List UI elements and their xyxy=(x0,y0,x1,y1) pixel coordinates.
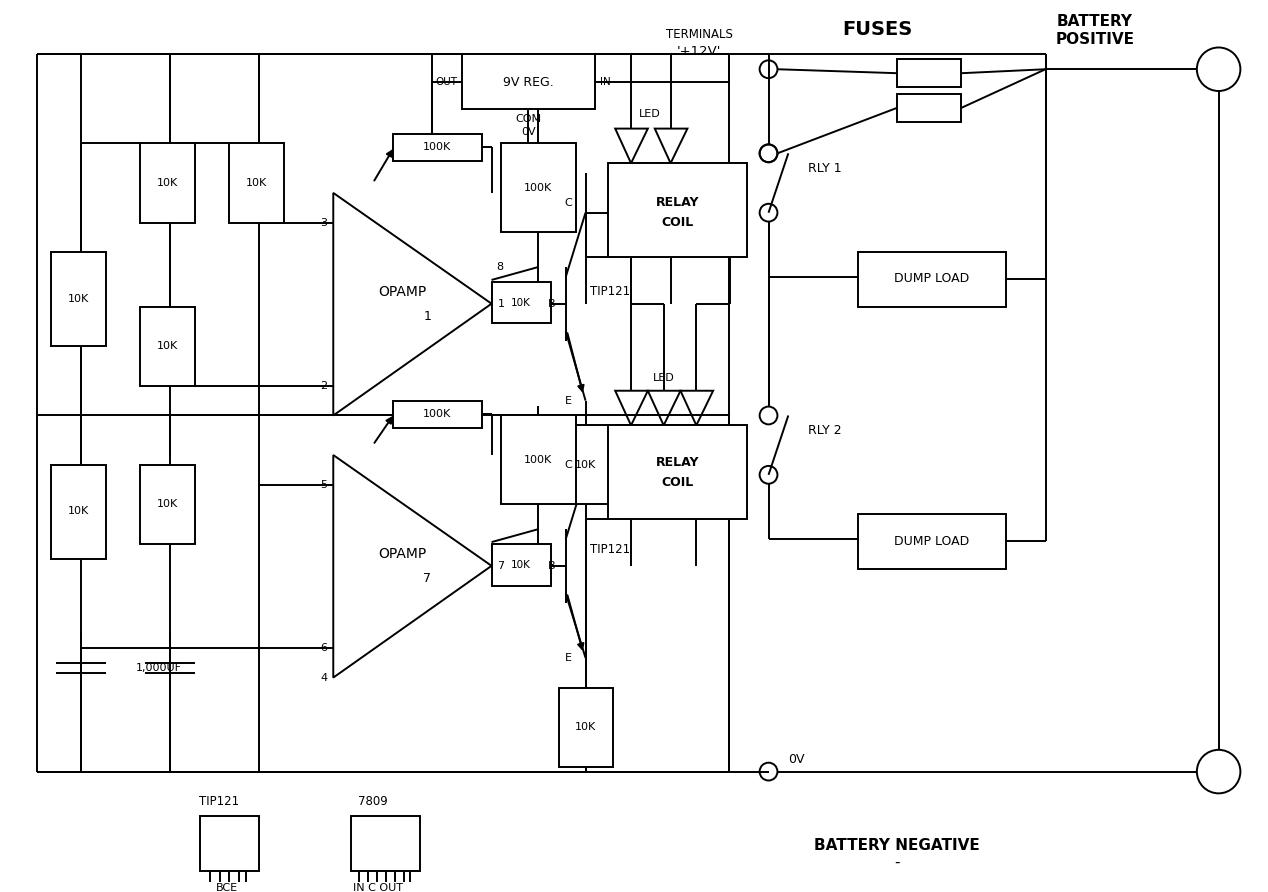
Text: 7: 7 xyxy=(424,572,431,585)
Bar xyxy=(462,54,596,109)
Text: E: E xyxy=(566,653,572,663)
Text: DUMP LOAD: DUMP LOAD xyxy=(894,272,969,285)
Text: RLY 1: RLY 1 xyxy=(808,161,842,175)
Bar xyxy=(492,282,550,324)
Text: 3: 3 xyxy=(321,218,327,227)
Text: 10K: 10K xyxy=(156,342,178,351)
Text: 1: 1 xyxy=(497,299,505,309)
Bar xyxy=(609,425,747,519)
Bar xyxy=(141,307,195,386)
Text: -: - xyxy=(894,855,900,870)
Bar xyxy=(141,465,195,544)
Text: 5: 5 xyxy=(321,480,327,490)
Bar xyxy=(51,252,105,346)
Text: 100K: 100K xyxy=(424,409,451,419)
Text: RLY 2: RLY 2 xyxy=(808,424,842,437)
Bar xyxy=(559,425,614,505)
Text: TIP121: TIP121 xyxy=(199,795,240,808)
Bar xyxy=(393,134,482,161)
Text: 10K: 10K xyxy=(67,507,89,516)
Text: RELAY: RELAY xyxy=(656,457,699,469)
Bar xyxy=(141,144,195,223)
Text: FUSES: FUSES xyxy=(842,21,913,39)
Text: 0V: 0V xyxy=(521,127,535,136)
Text: 2: 2 xyxy=(321,381,327,391)
Text: RELAY: RELAY xyxy=(656,196,699,210)
Text: COIL: COIL xyxy=(662,216,694,229)
Bar xyxy=(51,465,105,559)
Text: TIP121: TIP121 xyxy=(591,542,630,556)
Text: 100K: 100K xyxy=(524,183,552,193)
Text: DUMP LOAD: DUMP LOAD xyxy=(894,534,969,548)
Text: '+12V': '+12V' xyxy=(677,45,721,58)
Text: B: B xyxy=(548,561,555,571)
Text: 7: 7 xyxy=(497,561,505,571)
Text: B: B xyxy=(548,299,555,309)
Text: C: C xyxy=(564,460,573,470)
Bar xyxy=(393,401,482,428)
Text: 10K: 10K xyxy=(67,293,89,304)
Text: 6: 6 xyxy=(321,643,327,653)
Bar xyxy=(492,544,550,586)
Text: COIL: COIL xyxy=(662,476,694,489)
Text: 1: 1 xyxy=(424,310,431,323)
Text: 9V REG.: 9V REG. xyxy=(503,76,554,88)
Bar xyxy=(857,515,1006,569)
Text: 10K: 10K xyxy=(156,178,178,188)
Bar xyxy=(898,94,961,121)
Text: 100K: 100K xyxy=(524,455,552,465)
Text: IN C OUT: IN C OUT xyxy=(353,883,403,892)
Bar xyxy=(609,163,747,257)
Bar xyxy=(898,60,961,87)
Text: 0V: 0V xyxy=(789,753,805,766)
Text: IN: IN xyxy=(600,77,611,87)
Text: C: C xyxy=(564,198,573,208)
Text: 1,000UF: 1,000UF xyxy=(136,663,181,673)
Text: TIP121: TIP121 xyxy=(591,285,630,298)
Text: BATTERY: BATTERY xyxy=(1058,14,1134,29)
Text: OPAMP: OPAMP xyxy=(378,285,426,299)
Text: TERMINALS: TERMINALS xyxy=(666,29,733,41)
Bar xyxy=(230,144,284,223)
Text: 8: 8 xyxy=(497,262,503,272)
Text: 10K: 10K xyxy=(246,178,266,188)
Text: BCE: BCE xyxy=(216,883,237,892)
Bar xyxy=(200,816,259,871)
Text: 10K: 10K xyxy=(574,460,596,470)
Bar xyxy=(501,144,576,233)
Text: LED: LED xyxy=(653,373,675,383)
Text: OUT: OUT xyxy=(435,77,456,87)
Text: 10K: 10K xyxy=(574,722,596,732)
Text: COM: COM xyxy=(515,113,541,124)
Text: POSITIVE: POSITIVE xyxy=(1055,32,1135,47)
Text: BATTERY NEGATIVE: BATTERY NEGATIVE xyxy=(814,838,980,854)
Text: 4: 4 xyxy=(321,673,327,682)
Text: 10K: 10K xyxy=(511,298,531,308)
Text: 10K: 10K xyxy=(511,560,531,570)
Bar xyxy=(559,688,614,766)
Text: 100K: 100K xyxy=(424,143,451,153)
Text: E: E xyxy=(566,396,572,406)
Bar xyxy=(857,252,1006,307)
Text: 10K: 10K xyxy=(156,500,178,509)
Bar xyxy=(501,416,576,505)
Text: 7809: 7809 xyxy=(358,795,388,808)
Text: LED: LED xyxy=(639,109,661,119)
Text: OPAMP: OPAMP xyxy=(378,547,426,561)
Bar xyxy=(351,816,420,871)
